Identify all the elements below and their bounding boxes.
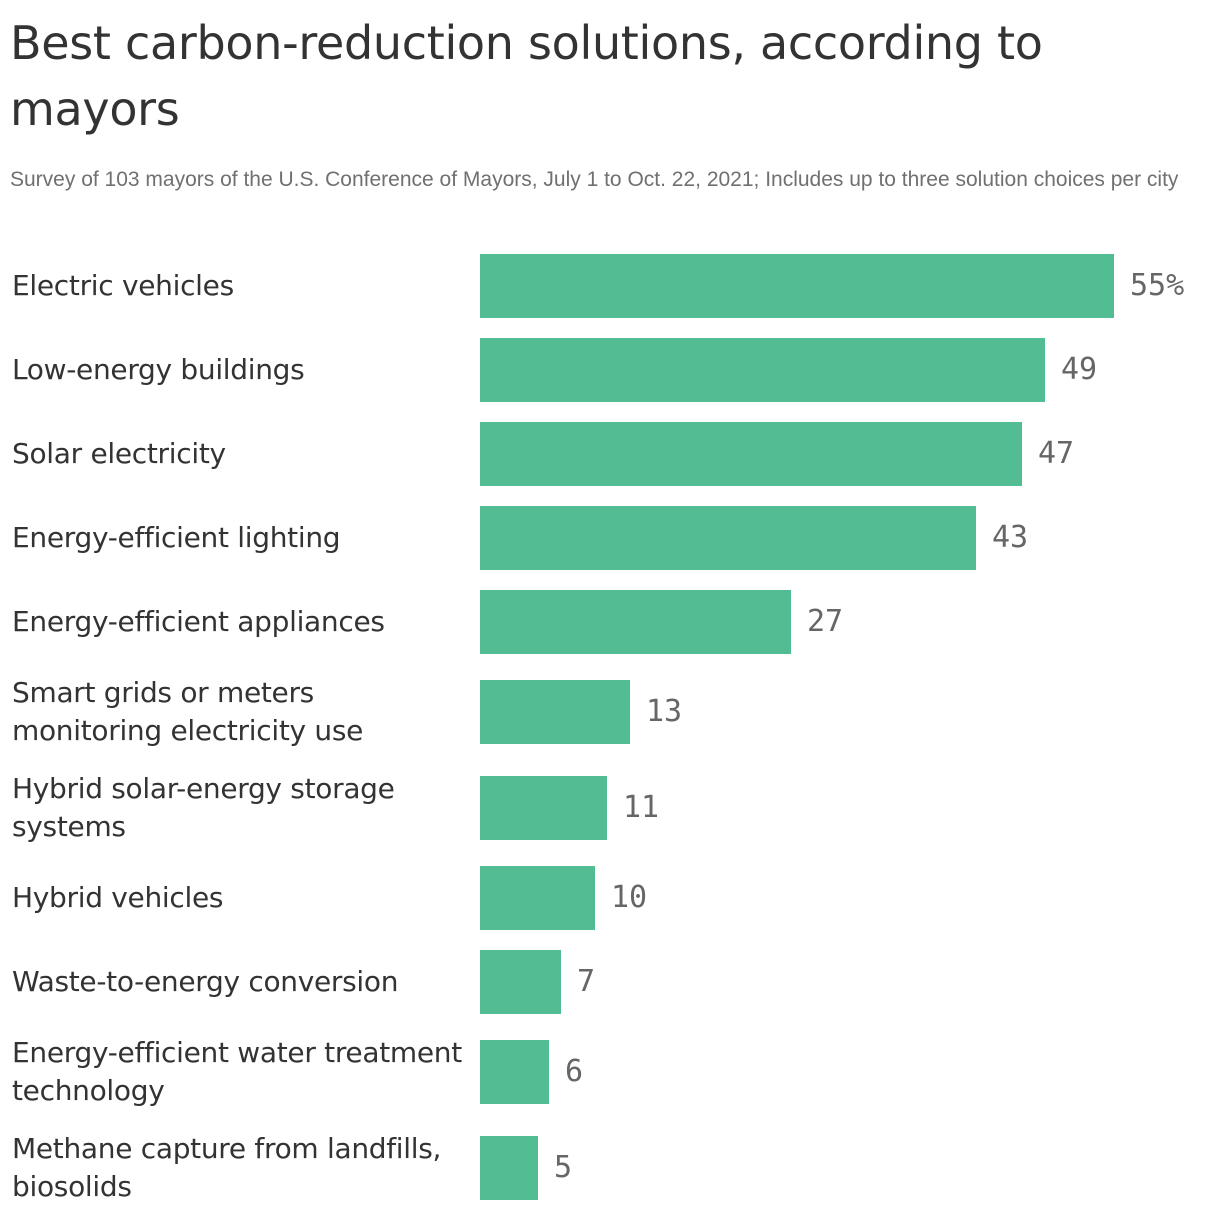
bar-row-energy-efficient-appliances: Energy-efficient appliances 27 xyxy=(0,590,1220,654)
bar-solar-electricity xyxy=(480,422,1022,486)
value-label: 10 xyxy=(611,880,648,915)
value-label: 5 xyxy=(554,1150,573,1185)
chart-title: Best carbon-reduction solutions, accordi… xyxy=(10,16,1043,136)
bar-row-energy-efficient-lighting: Energy-efficient lighting 43 xyxy=(0,506,1220,570)
chart-subtitle: Survey of 103 mayors of the U.S. Confere… xyxy=(10,168,1179,191)
value-label: 55% xyxy=(1130,268,1185,303)
bar-row-electric-vehicles: Electric vehicles 55% xyxy=(0,254,1220,318)
value-label: 47 xyxy=(1038,436,1075,471)
bar-hybrid-solar-energy-storage-systems xyxy=(480,776,607,840)
bar-methane-capture-from-landfills-biosolids xyxy=(480,1136,538,1200)
category-label: Energy-efficient lighting xyxy=(12,521,341,554)
bar-row-energy-efficient-water-treatment-technology: Energy-efficient water treatment technol… xyxy=(0,1036,1220,1107)
bar-row-methane-capture-from-landfills-biosolids: Methane capture from landfills, biosolid… xyxy=(0,1132,1220,1203)
category-label: Electric vehicles xyxy=(12,269,234,302)
bar-smart-grids-or-meters-monitoring-electricity-use xyxy=(480,680,630,744)
category-label: Hybrid vehicles xyxy=(12,881,224,914)
bar-energy-efficient-appliances xyxy=(480,590,791,654)
category-label: Methane capture from landfills, biosolid… xyxy=(12,1132,442,1203)
value-label: 43 xyxy=(992,520,1029,555)
category-label: Waste-to-energy conversion xyxy=(12,965,399,998)
bar-energy-efficient-water-treatment-technology xyxy=(480,1040,549,1104)
bar-row-low-energy-buildings: Low-energy buildings 49 xyxy=(0,338,1220,402)
category-label: Hybrid solar-energy storage systems xyxy=(12,772,395,843)
bar-energy-efficient-lighting xyxy=(480,506,976,570)
bar-waste-to-energy-conversion xyxy=(480,950,561,1014)
value-label: 49 xyxy=(1061,352,1098,387)
bar-low-energy-buildings xyxy=(480,338,1045,402)
bar-row-hybrid-vehicles: Hybrid vehicles 10 xyxy=(0,866,1220,930)
value-label: 11 xyxy=(623,790,660,825)
bar-hybrid-vehicles xyxy=(480,866,595,930)
value-label: 13 xyxy=(646,694,683,729)
category-label: Energy-efficient appliances xyxy=(12,605,385,638)
bar-row-waste-to-energy-conversion: Waste-to-energy conversion 7 xyxy=(0,950,1220,1014)
category-label: Smart grids or meters monitoring electri… xyxy=(12,676,364,747)
bar-row-solar-electricity: Solar electricity 47 xyxy=(0,422,1220,486)
value-label: 6 xyxy=(565,1054,584,1089)
category-label: Solar electricity xyxy=(12,437,226,470)
bar-row-hybrid-solar-energy-storage-systems: Hybrid solar-energy storage systems 11 xyxy=(0,772,1220,843)
value-label: 7 xyxy=(577,964,596,999)
value-label: 27 xyxy=(807,604,844,639)
category-label: Energy-efficient water treatment technol… xyxy=(12,1036,462,1107)
category-label: Low-energy buildings xyxy=(12,353,305,386)
bar-electric-vehicles xyxy=(480,254,1114,318)
bar-row-smart-grids-or-meters-monitoring-electricity-use: Smart grids or meters monitoring electri… xyxy=(0,676,1220,747)
